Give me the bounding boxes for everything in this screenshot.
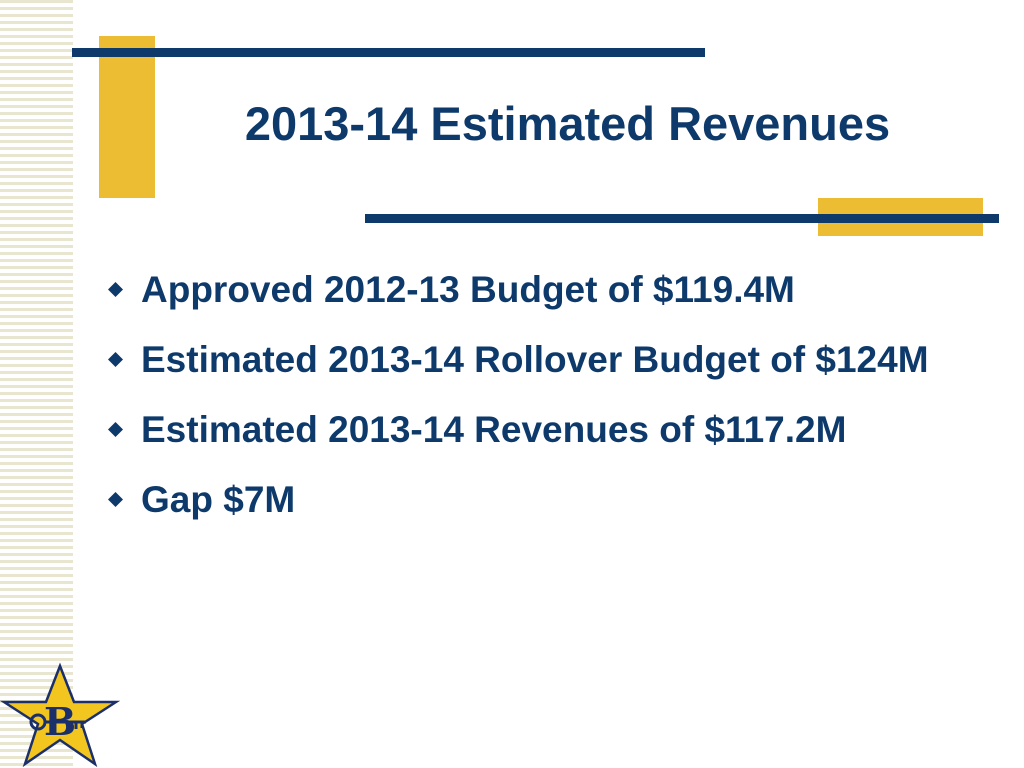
slide-title: 2013-14 Estimated Revenues <box>244 97 891 150</box>
diamond-bullet-icon <box>108 282 123 297</box>
list-item: Estimated 2013-14 Revenues of $117.2M <box>104 398 984 462</box>
bullet-text: Estimated 2013-14 Revenues of $117.2M <box>141 409 847 450</box>
list-item: Estimated 2013-14 Rollover Budget of $12… <box>104 328 984 392</box>
bullet-text: Approved 2012-13 Budget of $119.4M <box>141 269 795 310</box>
bullet-list: Approved 2012-13 Budget of $119.4M Estim… <box>104 258 984 538</box>
title-rule-bottom <box>365 214 999 223</box>
list-item: Gap $7M <box>104 468 984 532</box>
diamond-bullet-icon <box>108 352 123 367</box>
star-key-logo-icon: B <box>0 662 120 768</box>
diamond-bullet-icon <box>108 422 123 437</box>
diamond-bullet-icon <box>108 492 123 507</box>
logo-letter: B <box>44 699 76 744</box>
bullet-text: Estimated 2013-14 Rollover Budget of $12… <box>141 339 929 380</box>
title-rule-top <box>72 48 705 57</box>
list-item: Approved 2012-13 Budget of $119.4M <box>104 258 984 322</box>
left-stripe-decoration <box>0 0 73 768</box>
gold-accent-bar-left <box>99 36 155 198</box>
bullet-text: Gap $7M <box>141 479 296 520</box>
